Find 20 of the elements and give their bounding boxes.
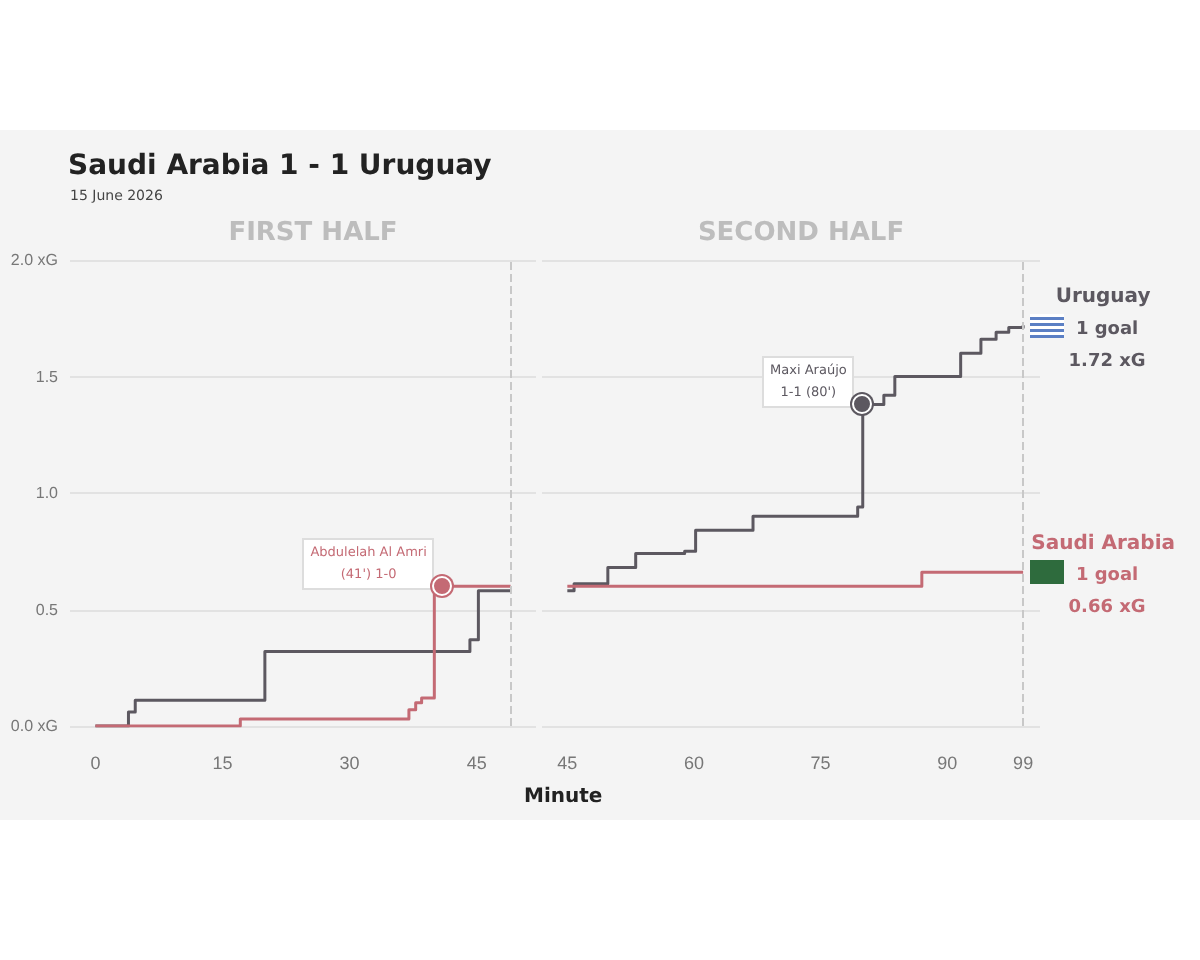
x-tick-label: 15 <box>212 753 233 773</box>
x-tick-label: 99 <box>1013 753 1034 773</box>
x-axis-title: Minute <box>524 786 603 808</box>
y-tick-label: 2.0 xG <box>10 251 58 269</box>
x-tick-label: 30 <box>339 753 360 773</box>
y-tick-label: 1.5 <box>35 367 60 386</box>
series-label: Saudi Arabia <box>1031 533 1176 556</box>
x-tick-label: 90 <box>937 753 958 773</box>
annotation: 1 goal 1.72 xG <box>1067 317 1148 376</box>
text: Saudi Arabia 1 - 1 Uruguay <box>68 150 492 182</box>
x-tick-label: 45 <box>466 753 487 773</box>
x-tick-label: 60 <box>683 753 704 773</box>
y-tick-label: 0.5 <box>35 600 60 619</box>
x-tick-label: 75 <box>810 753 831 773</box>
y-tick-label: 0.0 xG <box>10 717 58 735</box>
series-label: Uruguay <box>1055 286 1152 309</box>
y-tick-label: 1.0 <box>35 484 60 502</box>
annotation: 1 goal 0.66 xG <box>1067 564 1148 623</box>
x-tick-label: 0 <box>90 753 101 773</box>
x-tick-label: 45 <box>557 753 578 773</box>
